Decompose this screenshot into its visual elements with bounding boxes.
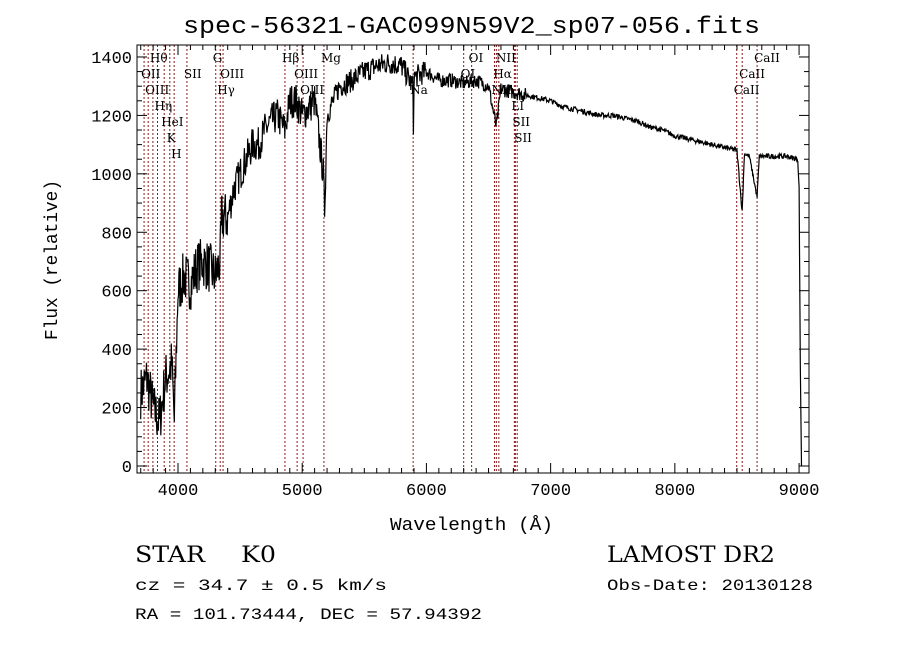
spectral-line-label: OIII: [145, 83, 169, 97]
spectral-line-label: SII: [184, 67, 202, 81]
spectrum-line: [140, 54, 803, 467]
chart-title: spec-56321-GAC099N59V2_sp07-056.fits: [183, 14, 760, 41]
spectral-line-label: CaII: [739, 67, 765, 81]
spectral-line-label: LI: [511, 99, 524, 113]
spectral-line-label: OII: [141, 67, 161, 81]
survey-name: LAMOST DR2: [607, 543, 775, 568]
y-tick-label: 1000: [91, 167, 132, 186]
plot-frame: [136, 44, 810, 474]
y-tick-label: 1200: [91, 108, 132, 127]
x-tick-label: 8000: [654, 482, 695, 501]
spectral-line-label: G: [213, 51, 223, 65]
spectral-line-label: OIII: [294, 67, 318, 81]
spectral-line-label: SII: [514, 131, 532, 145]
spectral-line-label: Hβ: [282, 51, 299, 65]
object-class: STAR: [135, 543, 207, 568]
spectral-line-label: OI: [461, 67, 476, 81]
y-tick-label: 1400: [91, 50, 132, 69]
spectral-line-label: Mg: [321, 51, 341, 65]
y-tick-label: 400: [101, 342, 132, 361]
y-tick-label: 600: [101, 284, 132, 303]
spectral-line-label: OIII: [300, 83, 324, 97]
y-tick-label: 200: [101, 401, 132, 420]
x-tick-label: 7000: [530, 482, 571, 501]
y-tick-label: 0: [122, 459, 132, 478]
spectral-line-label: HeI: [161, 115, 184, 129]
spectral-line-label: H: [171, 147, 181, 161]
x-tick-label: 6000: [406, 482, 447, 501]
observation-date: Obs-Date: 20130128: [607, 577, 813, 595]
spectral-line-label: Na: [410, 83, 428, 97]
x-tick-label: 9000: [779, 482, 820, 501]
object-subclass: K0: [241, 543, 276, 568]
spectral-line-label: OI: [469, 51, 484, 65]
y-axis-label: Flux (relative): [43, 180, 63, 340]
spectral-line-label: Hα: [493, 67, 512, 81]
spectral-line-label: OIII: [220, 67, 244, 81]
spectral-line-labels: OIIHθOIIIHηHeIKHSIIGHγOIIIHβOIIIOIIIMgNa…: [141, 51, 780, 161]
spectral-line-label: SII: [512, 115, 530, 129]
x-axis-label: Wavelength (Å): [390, 515, 553, 536]
spectral-line-markers: [143, 45, 758, 473]
spectral-line-label: NII: [491, 83, 511, 97]
x-tick-label: 4000: [158, 482, 199, 501]
redshift-info: cz = 34.7 ± 0.5 km/s: [135, 577, 387, 595]
x-tick-label: 5000: [282, 482, 323, 501]
axes: 4000 5000 6000 7000 8000 9000 0 200 400 600 800 100…: [91, 45, 819, 501]
spectral-line-label: Hη: [154, 99, 172, 113]
spectral-line-label: Hγ: [217, 83, 235, 97]
spectral-line-label: CaII: [734, 83, 760, 97]
spectral-line-label: Hθ: [150, 51, 168, 65]
y-tick-label: 800: [101, 225, 132, 244]
coordinates: RA = 101.73444, DEC = 57.94392: [135, 606, 482, 624]
spectral-line-label: K: [167, 131, 177, 145]
spectral-line-label: NII: [496, 51, 516, 65]
spectral-line-label: CaII: [754, 51, 780, 65]
